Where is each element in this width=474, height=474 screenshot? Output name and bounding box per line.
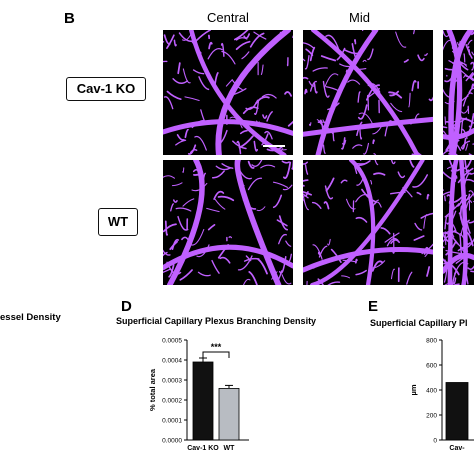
bar	[192, 361, 214, 441]
column-label-mid: Mid	[349, 10, 370, 25]
row-label-cav1-ko: Cav-1 KO	[66, 77, 146, 101]
vessel-network	[163, 160, 293, 285]
y-axis-label: % total area	[148, 368, 157, 411]
y-tick-label: 0.0000	[162, 438, 182, 445]
bar	[218, 388, 240, 441]
y-tick-label: 0	[433, 438, 437, 445]
vessel-network	[443, 30, 474, 155]
vessel-network	[163, 30, 293, 155]
panel-d-letter: D	[121, 298, 132, 315]
x-tick-label: Cav-1 KO	[187, 445, 219, 452]
column-label-central: Central	[207, 10, 249, 25]
chart-branching-density: 0.0000 0.0001 0.0002 0.0003 0.0004 0.0005 % to…	[148, 338, 249, 452]
panel-d-title: Superficial Capillary Plexus Branching D…	[116, 316, 317, 326]
bar	[445, 382, 469, 441]
significance-stars: ***	[211, 342, 222, 352]
scale-bar	[263, 145, 285, 147]
y-tick-label: 600	[426, 363, 437, 370]
panel-e-letter: E	[368, 298, 379, 315]
micrograph-wt-peripheral-partial	[443, 160, 474, 285]
micrograph-wt-mid	[303, 160, 433, 285]
row-label-wt: WT	[98, 208, 138, 236]
panel-e-title: Superficial Capillary Pl	[370, 318, 468, 328]
x-tick-label: Cav-	[449, 445, 465, 452]
y-tick-label: 800	[426, 338, 437, 345]
y-tick-label: 200	[426, 413, 437, 420]
panel-b-letter: B	[64, 10, 75, 27]
y-tick-label: 0.0005	[162, 338, 182, 345]
y-tick-label: 400	[426, 388, 437, 395]
y-tick-label: 0.0003	[162, 378, 182, 385]
micrograph-wt-central	[163, 160, 293, 285]
micrograph-ko-peripheral-partial	[443, 30, 474, 155]
y-tick-label: 0.0002	[162, 398, 182, 405]
chart-plexus-partial: 0 200 400 600 800 µm Cav-	[410, 338, 474, 452]
y-tick-label: 0.0001	[162, 418, 182, 425]
vessel-network	[303, 160, 433, 285]
panel-c-partial-title: essel Density	[0, 312, 61, 323]
micrograph-ko-mid	[303, 30, 433, 155]
significance-bracket: ***	[202, 342, 230, 358]
vessel-network	[443, 160, 474, 285]
y-axis-label: µm	[410, 384, 418, 395]
x-tick-label: WT	[224, 445, 236, 452]
y-tick-label: 0.0004	[162, 358, 182, 365]
vessel-network	[303, 30, 433, 155]
micrograph-ko-central	[163, 30, 293, 155]
